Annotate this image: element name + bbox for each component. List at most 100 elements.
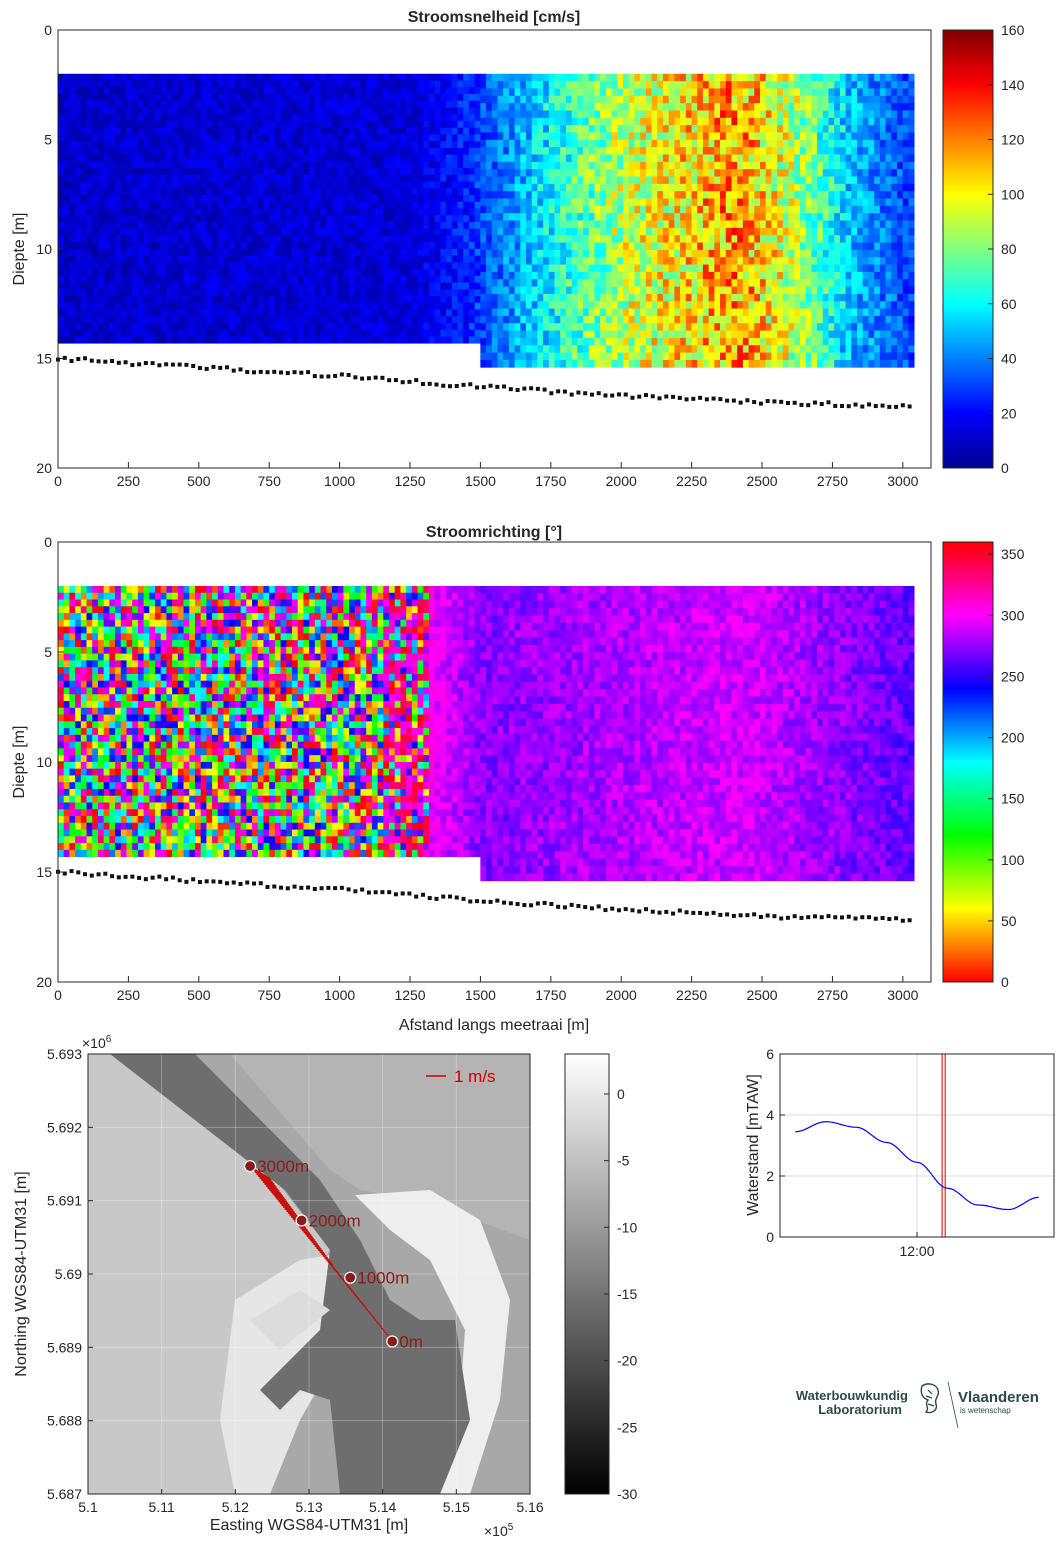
heatmap-cell [554, 345, 561, 353]
heatmap-cell [520, 205, 527, 214]
heatmap-cell [234, 154, 242, 162]
heatmap-cell [320, 296, 327, 304]
heatmap-cell [303, 289, 310, 297]
heatmap-cell [132, 100, 139, 108]
heatmap-cell [446, 235, 453, 243]
heatmap-cell [526, 286, 533, 295]
heatmap-cell [206, 87, 213, 95]
heatmap-cell [309, 248, 316, 257]
heatmap-cell [246, 316, 253, 324]
heatmap-cell [423, 107, 430, 115]
heatmap-cell [731, 235, 738, 243]
heatmap-cell [349, 161, 356, 169]
heatmap-cell [674, 220, 681, 229]
heatmap-cell [246, 282, 253, 290]
heatmap-cell [583, 352, 590, 361]
heatmap-cell [697, 103, 704, 111]
heatmap-cell [480, 359, 487, 368]
heatmap-cell [451, 141, 458, 149]
heatmap-cell [160, 114, 167, 122]
heatmap-cell [543, 359, 550, 368]
heatmap-cell [508, 147, 515, 155]
heatmap-cell [331, 255, 339, 263]
heatmap-cell [389, 215, 396, 223]
heatmap-cell [640, 279, 647, 287]
heatmap-cell [560, 242, 567, 251]
heatmap-cell [583, 88, 590, 97]
heatmap-cell [480, 235, 487, 243]
heatmap-cell [702, 242, 710, 251]
heatmap-cell [514, 95, 521, 104]
heatmap-cell [149, 242, 156, 250]
heatmap-cell [326, 100, 333, 108]
heatmap-cell [543, 264, 550, 273]
heatmap-cell [645, 103, 652, 111]
heatmap-cell [183, 134, 190, 142]
heatmap-cell [326, 181, 333, 189]
heatmap-cell [223, 181, 230, 189]
heatmap-cell [234, 195, 242, 203]
heatmap-cell [109, 282, 116, 290]
heatmap-cell [58, 248, 65, 257]
heatmap-cell [428, 215, 436, 223]
heatmap-cell [617, 81, 624, 89]
heatmap-cell [702, 132, 710, 141]
heatmap-cell [314, 168, 321, 176]
heatmap-cell [708, 125, 715, 133]
heatmap-cell [360, 228, 367, 236]
heatmap-cell [286, 262, 293, 270]
heatmap-cell [126, 154, 133, 162]
heatmap-cell [263, 255, 270, 263]
heatmap-cell [565, 279, 573, 287]
heatmap-cell [611, 73, 618, 82]
heatmap-cell [668, 73, 675, 82]
heatmap-cell [63, 181, 70, 189]
heatmap-cell [109, 100, 116, 108]
heatmap-cell [223, 73, 230, 81]
heatmap-cell [217, 201, 224, 209]
heatmap-cell [149, 255, 156, 263]
heatmap-cell [314, 302, 321, 310]
heatmap-cell [92, 114, 99, 122]
heatmap-cell [331, 120, 339, 129]
heatmap-cell [440, 336, 447, 344]
heatmap-cell [331, 269, 339, 277]
heatmap-cell [354, 161, 361, 169]
heatmap-cell [611, 88, 618, 97]
heatmap-cell [389, 221, 396, 230]
heatmap-cell [406, 275, 413, 283]
heatmap-cell [742, 117, 749, 126]
heatmap-cell [668, 242, 675, 251]
heatmap-cell [765, 220, 772, 229]
heatmap-cell [554, 154, 561, 163]
heatmap-cell [183, 87, 190, 95]
heatmap-cell [742, 110, 749, 119]
heatmap-cell [720, 271, 727, 280]
heatmap-cell [725, 286, 732, 295]
heatmap-cell [508, 301, 515, 309]
heatmap-cell [508, 161, 515, 170]
heatmap-cell [457, 289, 464, 297]
heatmap-cell [160, 275, 167, 283]
heatmap-cell [531, 235, 538, 243]
heatmap-cell [377, 228, 384, 236]
heatmap-cell [748, 323, 755, 331]
heatmap-cell [331, 195, 339, 203]
heatmap-cell [377, 255, 384, 263]
heatmap-cell [503, 345, 510, 353]
heatmap-cell [451, 100, 458, 108]
heatmap-cell [132, 188, 139, 196]
heatmap-cell [640, 242, 647, 251]
heatmap-cell [120, 289, 127, 297]
heatmap-cell [685, 132, 692, 141]
heatmap-cell [742, 293, 749, 302]
heatmap-cell [240, 235, 247, 243]
heatmap-cell [331, 201, 339, 209]
heatmap-cell [314, 309, 321, 317]
heatmap-cell [86, 168, 93, 176]
heatmap-cell [80, 242, 87, 250]
heatmap-cell [720, 132, 727, 141]
heatmap-cell [229, 107, 236, 115]
heatmap-cell [423, 188, 430, 196]
heatmap-cell [628, 176, 635, 185]
